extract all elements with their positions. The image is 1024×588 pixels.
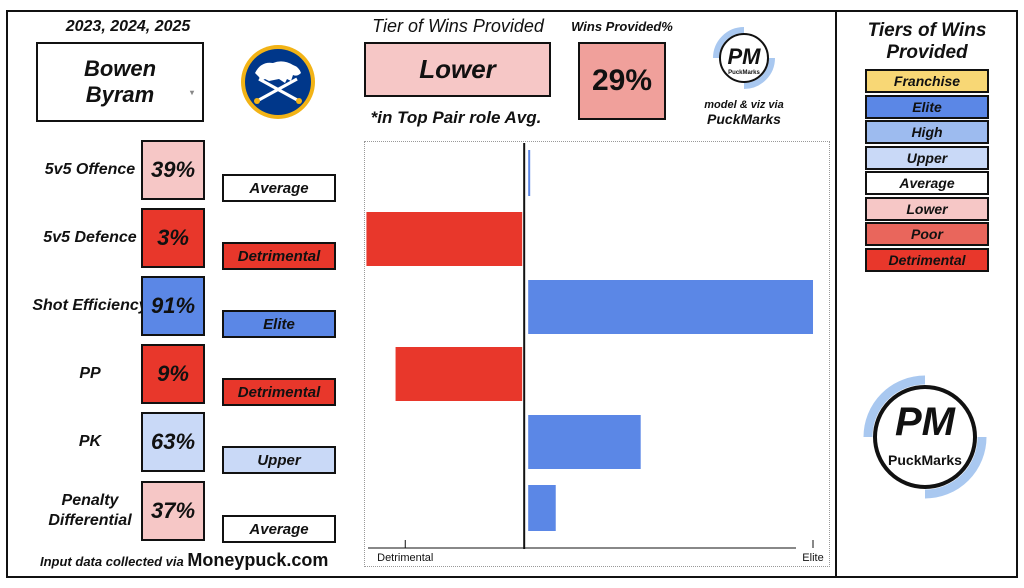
footer-source: Moneypuck.com — [187, 550, 329, 570]
metric-label: Penalty Differential — [48, 492, 132, 529]
x-tick-label: Elite — [802, 552, 823, 564]
wins-pct-value: 29% — [591, 64, 653, 97]
logo-small-mark: PM — [727, 44, 761, 69]
puckmarks-logo-large: PM PuckMarks — [848, 362, 1002, 512]
logo-large-brand: PuckMarks — [888, 452, 962, 468]
metric-percentile: 63% — [141, 412, 205, 472]
metric-label: 5v5 Defence — [43, 229, 137, 246]
bar — [395, 347, 523, 401]
bar — [366, 212, 523, 266]
bar-chart: Detrimental Elite — [366, 143, 824, 564]
metric-label: 5v5 Offence — [44, 161, 136, 178]
x-tick-label: Detrimental — [377, 552, 433, 564]
metric-label: PP — [79, 365, 101, 382]
legend-item: High — [865, 120, 989, 144]
logo-large-mark: PM — [895, 400, 955, 444]
tier-title: Tier of Wins Provided — [372, 16, 544, 36]
legend-item: Average — [865, 171, 989, 195]
legend-item: Lower — [865, 196, 989, 221]
bar — [528, 485, 556, 531]
player-selector[interactable]: Bowen Byram ▾ — [36, 42, 204, 122]
bar — [528, 415, 641, 469]
legend-item: Poor — [865, 222, 989, 246]
tier-value: Lower — [419, 54, 496, 84]
team-logo — [239, 43, 317, 121]
credit-line2: PuckMarks — [707, 111, 781, 127]
legend-title: Tiers of Wins Provided — [867, 20, 987, 63]
legend-item: Elite — [865, 94, 989, 119]
legend-item: Detrimental — [865, 247, 989, 272]
logo-small-brand: PuckMarks — [728, 70, 760, 76]
legend-item: Franchise — [865, 69, 989, 93]
credit-line1: model & viz via — [704, 99, 784, 111]
chevron-down-icon: ▾ — [189, 88, 194, 97]
metric-percentile: 39% — [141, 140, 205, 200]
metric-tier: Upper — [222, 446, 336, 474]
seasons-label: 2023, 2024, 2025 — [65, 18, 191, 35]
puckmarks-logo-small: PM PuckMarks — [706, 20, 782, 96]
wins-pct-box: 29% — [578, 42, 666, 120]
metric-percentile: 91% — [141, 276, 205, 336]
footer-note: Input data collected via Moneypuck.com — [40, 550, 350, 571]
metric-label: PK — [78, 433, 102, 450]
metric-percentile: 3% — [141, 208, 205, 268]
metric-tier: Detrimental — [222, 242, 336, 270]
bar — [528, 150, 531, 196]
bar — [528, 280, 814, 334]
metric-tier: Detrimental — [222, 378, 336, 406]
wins-pct-title: Wins Provided% — [571, 19, 673, 34]
metric-tier: Average — [222, 515, 336, 543]
player-name: Bowen Byram — [83, 56, 157, 107]
legend-panel — [835, 10, 1018, 578]
metric-percentile: 37% — [141, 481, 205, 541]
tier-value-box: Lower — [364, 42, 551, 97]
footer-prefix: Input data collected via — [40, 554, 188, 569]
bar-chart-area — [364, 141, 830, 567]
role-note: *in Top Pair role Avg. — [370, 108, 542, 127]
metric-tier: Average — [222, 174, 336, 202]
metric-label: Shot Efficiency — [32, 297, 148, 314]
legend-item: Upper — [865, 145, 989, 170]
metric-tier: Elite — [222, 310, 336, 338]
metric-percentile: 9% — [141, 344, 205, 404]
